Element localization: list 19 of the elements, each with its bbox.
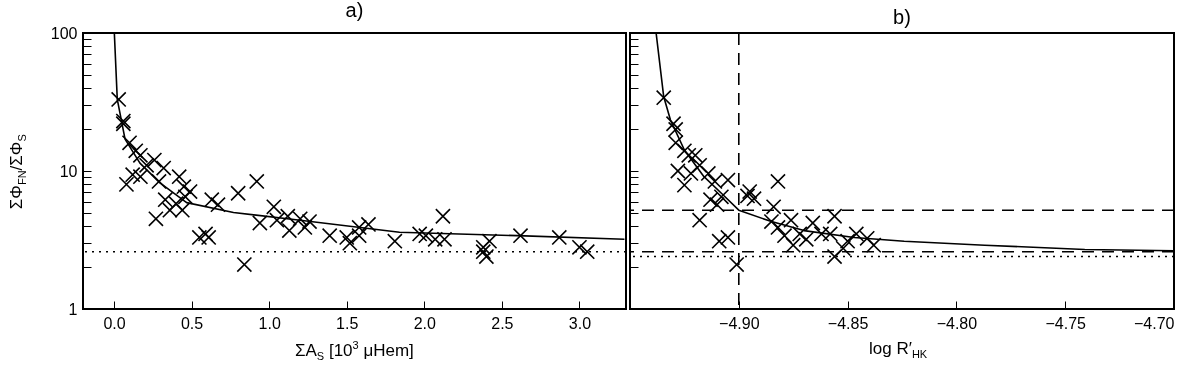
x-tick-label: 0.0 [103,314,126,332]
x-tick-label: 2.0 [413,314,437,332]
x-tick-label: −4.90 [719,314,760,332]
x-tick-label: 1.0 [258,314,281,332]
x-tick-label: −4.80 [936,314,978,332]
x-tick-label: −4.85 [827,314,869,332]
x-tick-label: 1.5 [336,314,359,332]
x-tick-label: −4.75 [1045,314,1087,332]
x-axis-title: log R′$_{HK}$ [869,339,928,361]
chart-title: b) [893,6,911,29]
y-tick-label: 10 [59,162,78,180]
x-tick-label: 2.5 [491,314,514,332]
x-tick-label: −4.70 [1134,314,1175,332]
x-tick-label: 3.0 [568,314,592,332]
x-axis-title: ΣA$_{S}$ [10$^{3}$ μHem] [295,339,414,363]
y-tick-label: 1 [68,300,78,318]
y-tick-label: 100 [50,24,78,42]
chart-title: a) [345,0,364,21]
x-tick-label: 0.5 [180,314,204,332]
